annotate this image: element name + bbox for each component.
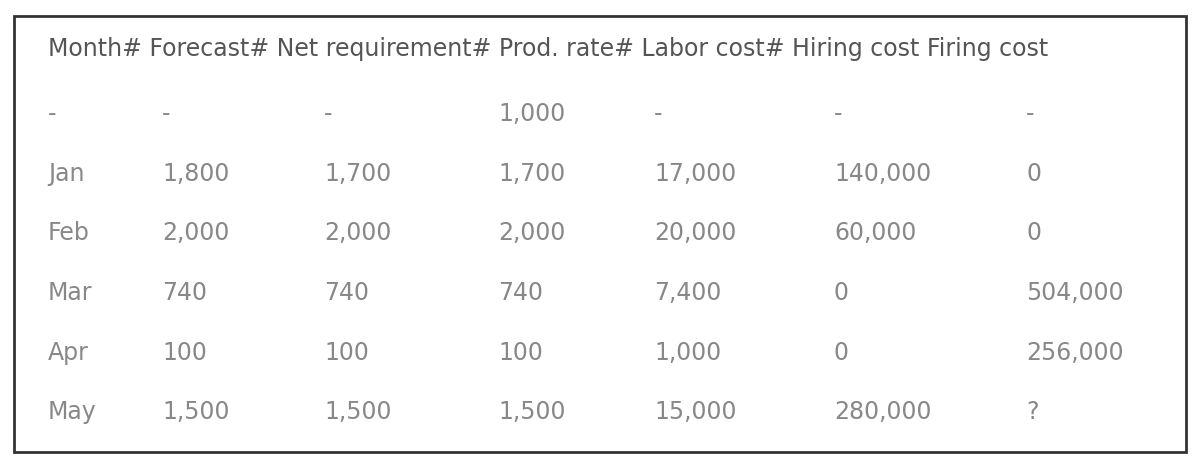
- Text: 740: 740: [498, 281, 542, 305]
- Text: 100: 100: [324, 341, 368, 365]
- Text: Feb: Feb: [48, 221, 90, 246]
- Text: 256,000: 256,000: [1026, 341, 1123, 365]
- FancyBboxPatch shape: [14, 16, 1186, 452]
- Text: 1,700: 1,700: [498, 162, 565, 186]
- Text: 1,000: 1,000: [498, 102, 565, 126]
- Text: 140,000: 140,000: [834, 162, 931, 186]
- Text: Apr: Apr: [48, 341, 89, 365]
- Text: Month# Forecast# Net requirement# Prod. rate# Labor cost# Hiring cost Firing cos: Month# Forecast# Net requirement# Prod. …: [48, 37, 1049, 61]
- Text: Mar: Mar: [48, 281, 92, 305]
- Text: 0: 0: [834, 341, 848, 365]
- Text: 60,000: 60,000: [834, 221, 917, 246]
- Text: 17,000: 17,000: [654, 162, 737, 186]
- Text: 2,000: 2,000: [324, 221, 391, 246]
- Text: -: -: [324, 102, 332, 126]
- Text: 7,400: 7,400: [654, 281, 721, 305]
- Text: 280,000: 280,000: [834, 400, 931, 425]
- Text: -: -: [162, 102, 170, 126]
- Text: 1,700: 1,700: [324, 162, 391, 186]
- Text: -: -: [48, 102, 56, 126]
- Text: Jan: Jan: [48, 162, 84, 186]
- Text: 740: 740: [324, 281, 370, 305]
- Text: May: May: [48, 400, 97, 425]
- Text: 1,500: 1,500: [324, 400, 391, 425]
- Text: 0: 0: [1026, 162, 1042, 186]
- Text: 100: 100: [498, 341, 542, 365]
- Text: -: -: [1026, 102, 1034, 126]
- Text: 504,000: 504,000: [1026, 281, 1123, 305]
- Text: ?: ?: [1026, 400, 1038, 425]
- Text: 1,500: 1,500: [162, 400, 229, 425]
- Text: 0: 0: [834, 281, 848, 305]
- Text: 20,000: 20,000: [654, 221, 737, 246]
- Text: 740: 740: [162, 281, 208, 305]
- Text: 2,000: 2,000: [498, 221, 565, 246]
- Text: -: -: [654, 102, 662, 126]
- Text: 1,800: 1,800: [162, 162, 229, 186]
- Text: -: -: [834, 102, 842, 126]
- Text: 2,000: 2,000: [162, 221, 229, 246]
- Text: 1,500: 1,500: [498, 400, 565, 425]
- Text: 0: 0: [1026, 221, 1042, 246]
- Text: 15,000: 15,000: [654, 400, 737, 425]
- Text: 100: 100: [162, 341, 206, 365]
- Text: 1,000: 1,000: [654, 341, 721, 365]
